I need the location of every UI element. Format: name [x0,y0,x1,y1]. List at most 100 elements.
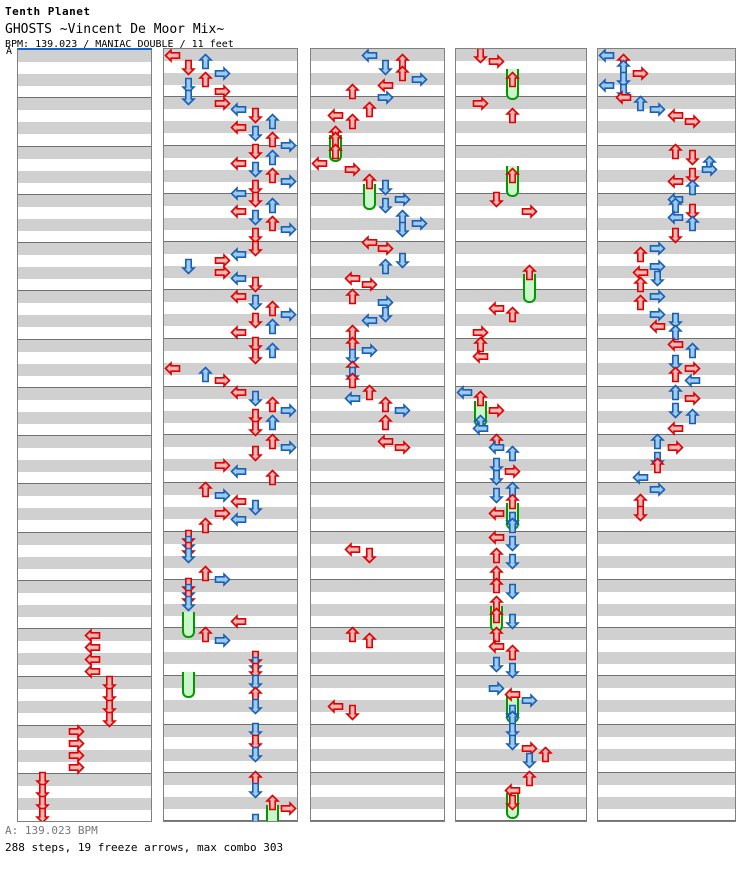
beat-row [311,97,444,110]
measure [456,193,586,242]
beat-row [598,772,735,785]
beat-row [598,519,735,531]
measure-grid[interactable] [17,48,152,822]
measure [311,435,444,484]
freeze-arrow-body [506,69,520,94]
beat-row [164,410,297,423]
beat-row [311,579,444,592]
beat-row [311,242,444,255]
measure [18,194,151,243]
beat-row [311,796,444,809]
beat-row [456,555,586,568]
beat-row [311,748,444,761]
column-label: A [6,46,13,57]
measure [164,97,297,146]
freeze-arrow-body [473,400,487,421]
measure [598,531,735,580]
beat-row [598,206,735,218]
beat-row [598,314,735,327]
beat-row [18,738,151,750]
beat-row [456,579,586,592]
beat-row [456,507,586,520]
beat-row [164,230,297,242]
beat-row [598,507,735,520]
beat-row [164,737,297,749]
beat-row [311,290,444,303]
measure [18,484,151,533]
beat-row [18,207,151,219]
freeze-arrow-body [182,611,196,632]
beat-row [456,640,586,652]
beat-row [18,411,151,424]
beat-row [598,737,735,749]
measure [164,772,297,821]
beat-row [456,121,586,134]
measure-grid[interactable] [455,48,587,822]
beat-row [598,459,735,472]
measure [18,532,151,581]
beat-row [164,290,297,303]
beat-row [164,483,297,496]
beat-row [164,555,297,568]
beat-row [18,604,151,617]
measure-grid[interactable] [163,48,298,822]
measure [311,145,444,194]
beat-row [18,665,151,677]
beat-row [18,134,151,146]
beat-row [311,351,444,363]
beat-row [456,796,586,809]
measure [456,338,586,387]
beat-row [164,519,297,531]
beat-row [598,49,735,62]
beat-row [18,98,151,111]
beat-row [456,568,586,580]
beat-row [598,761,735,773]
beat-row [456,772,586,785]
beat-row [456,664,586,676]
beat-row [18,797,151,810]
beat-row [456,217,586,230]
measure [311,628,444,677]
beat-row [311,230,444,242]
beat-row [18,50,151,63]
freeze-arrow-body [265,804,279,821]
measure [18,98,151,147]
beat-row [311,314,444,327]
measure-grid[interactable] [310,48,445,822]
beat-row [164,193,297,206]
beat-row [598,158,735,170]
beat-row [18,762,151,774]
beat-row [164,61,297,73]
beat-row [18,267,151,280]
measure [18,773,151,821]
beat-row [598,712,735,724]
beat-row [311,809,444,821]
beat-row [311,772,444,785]
beat-row [456,652,586,665]
bpm-line: A: 139.023 BPM [5,824,98,837]
beat-row [456,49,586,62]
beat-row [456,676,586,689]
beat-row [598,362,735,375]
beat-row [456,616,586,628]
beat-row [18,376,151,388]
measure-grid[interactable] [597,48,736,822]
beat-row [311,688,444,700]
measure [311,97,444,146]
beat-row [598,555,735,568]
beat-row [164,375,297,387]
measure [18,146,151,195]
beat-row [311,193,444,206]
beat-row [598,544,735,556]
beat-row [18,291,151,304]
beat-row [18,146,151,159]
beat-row [598,375,735,387]
beat-row [18,580,151,593]
footer: A: 139.023 BPM 288 steps, 19 freeze arro… [5,824,745,855]
beat-row [18,303,151,315]
beat-row [456,471,586,483]
measure [598,145,735,194]
beat-row [456,519,586,531]
beat-row [598,133,735,145]
measure [598,49,735,98]
